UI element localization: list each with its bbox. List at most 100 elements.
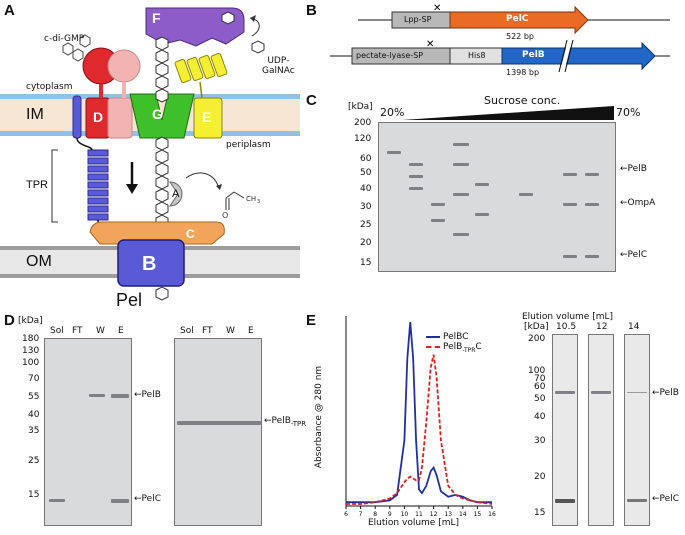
d-left-lane: Sol [50,326,64,336]
gel-band [585,255,599,258]
gel-band [431,219,445,222]
d-right-lane: FT [202,326,213,336]
d-right-lane: Sol [180,326,194,336]
pela [169,181,183,207]
start-percent: 20% [380,106,405,119]
e-gel-title: Elution volume [mL] [522,312,613,322]
x-tick-label: 9 [388,511,392,518]
e-marker: 100 [528,366,546,376]
protein-e-label: E [202,109,212,125]
gel-band [453,233,469,236]
d-marker: 25 [28,456,40,466]
pelc-size-label: 522 bp [506,32,534,41]
c-di-gmp-label: c-di-GMP [44,34,85,44]
e-gel-unit: [kDa] [524,322,549,332]
panel-a-schematic: O CH 3 c-di-GMP UDP- GalNAc cytoplasm pe… [0,0,300,310]
e-marker: 15 [534,508,546,518]
d-marker: 35 [28,426,40,436]
e-gel-lane-12 [588,334,614,526]
x-tick-label: 8 [373,511,377,518]
d-marker: 70 [28,374,40,384]
peld-tm-partner [107,97,133,139]
d-right-band-pelb: ←PelB-TPR [264,416,307,428]
e-gel-lane: 14 [628,322,640,332]
e-marker: 70 [534,374,546,384]
panel-c-unit: [kDa] [348,102,373,112]
e-gel-lane-10-5 [552,334,578,526]
d-marker: 180 [22,334,40,344]
gel-band [453,163,469,166]
e-gel-lane: 12 [596,322,608,332]
cytoplasm-label: cytoplasm [26,82,73,92]
protein-g-label: G [152,106,163,122]
c-marker: 200 [354,118,372,128]
e-marker: 40 [534,412,546,422]
gel-band [177,421,261,425]
pelb-barrel [117,239,185,287]
gel-band [409,187,423,190]
end-percent: 70% [616,106,641,119]
sucrose-gel [378,122,616,272]
gel-band [111,394,129,398]
svg-text:3: 3 [257,199,260,205]
panel-c-gel: [kDa] 20% 70% Sucrose conc. 200 120 60 5… [306,92,685,308]
x-tick-label: 10 [401,511,409,518]
gel-band [475,183,489,186]
pele-tm [193,97,223,139]
panel-d-unit: [kDa] [18,316,43,326]
protein-d-label: D [93,109,104,125]
gel-band [475,213,489,216]
svg-text:✕: ✕ [426,39,434,50]
im-label: IM [26,106,44,123]
svg-text:CH: CH [246,195,256,203]
gel-band [627,499,647,502]
e-marker: 50 [534,394,546,404]
panel-label-e: E [306,312,317,329]
legend-pelb-tprc: PelB-TPRC [426,342,516,354]
panel-b-constructs: ✕ ✕ Lpp-SP PelC 522 bp pectate-lyase-SP … [330,3,680,84]
e-legend: PelBC PelB-TPRC [426,332,516,354]
pel-machinery-diagram: O CH 3 [0,7,300,301]
d-marker: 40 [28,410,40,420]
gel-band [563,203,577,206]
pectate-lyase-sp-label: pectate-lyase-SP [356,51,424,60]
panel-e-gels: Elution volume [mL] [kDa] 10.5 12 14 200… [516,312,685,530]
acetate-icon [225,191,245,210]
gel-band [563,173,577,176]
e-marker: 30 [534,436,546,446]
gel-band [409,163,423,166]
tpr-repeats [87,149,109,221]
gel-band [519,193,533,196]
d-marker: 55 [28,392,40,402]
pelb-gene-arrow [501,41,656,71]
gel-band [453,143,469,146]
c-marker: 20 [360,238,372,248]
periplasm-label: periplasm [226,140,271,150]
tpr-label: TPR [26,179,48,191]
e-marker: 200 [528,334,546,344]
c-band-pelc: ←PelC [620,250,647,260]
d-left-gel [44,338,132,526]
c-marker: 15 [360,258,372,268]
panel-label-b: B [306,2,317,19]
gradient-wedge [402,106,614,120]
protein-a-label: A [172,188,180,200]
c-marker: 50 [360,168,372,178]
pelc-gene-label: PelC [506,14,529,24]
protein-c-label: C [186,227,195,241]
c-band-ompa: ←OmpA [620,198,656,208]
d-marker: 100 [22,358,40,368]
legend-pelbc: PelBC [426,332,516,342]
sec-line-chart: 6 7 8 9 10 11 12 13 14 15 16 [344,316,496,518]
gel-band [111,499,129,503]
c-marker: 25 [360,220,372,230]
e-gel-lane-14 [624,334,650,526]
pelf [145,7,245,47]
gel-band [591,391,611,394]
e-marker: 20 [534,472,546,482]
panel-label-c: C [306,92,317,109]
pelc-gene-arrow [449,5,589,35]
d-right-lane: W [226,326,235,336]
e-band-pelb: ←PelB [652,388,679,398]
x-tick-label: 14 [459,511,467,518]
